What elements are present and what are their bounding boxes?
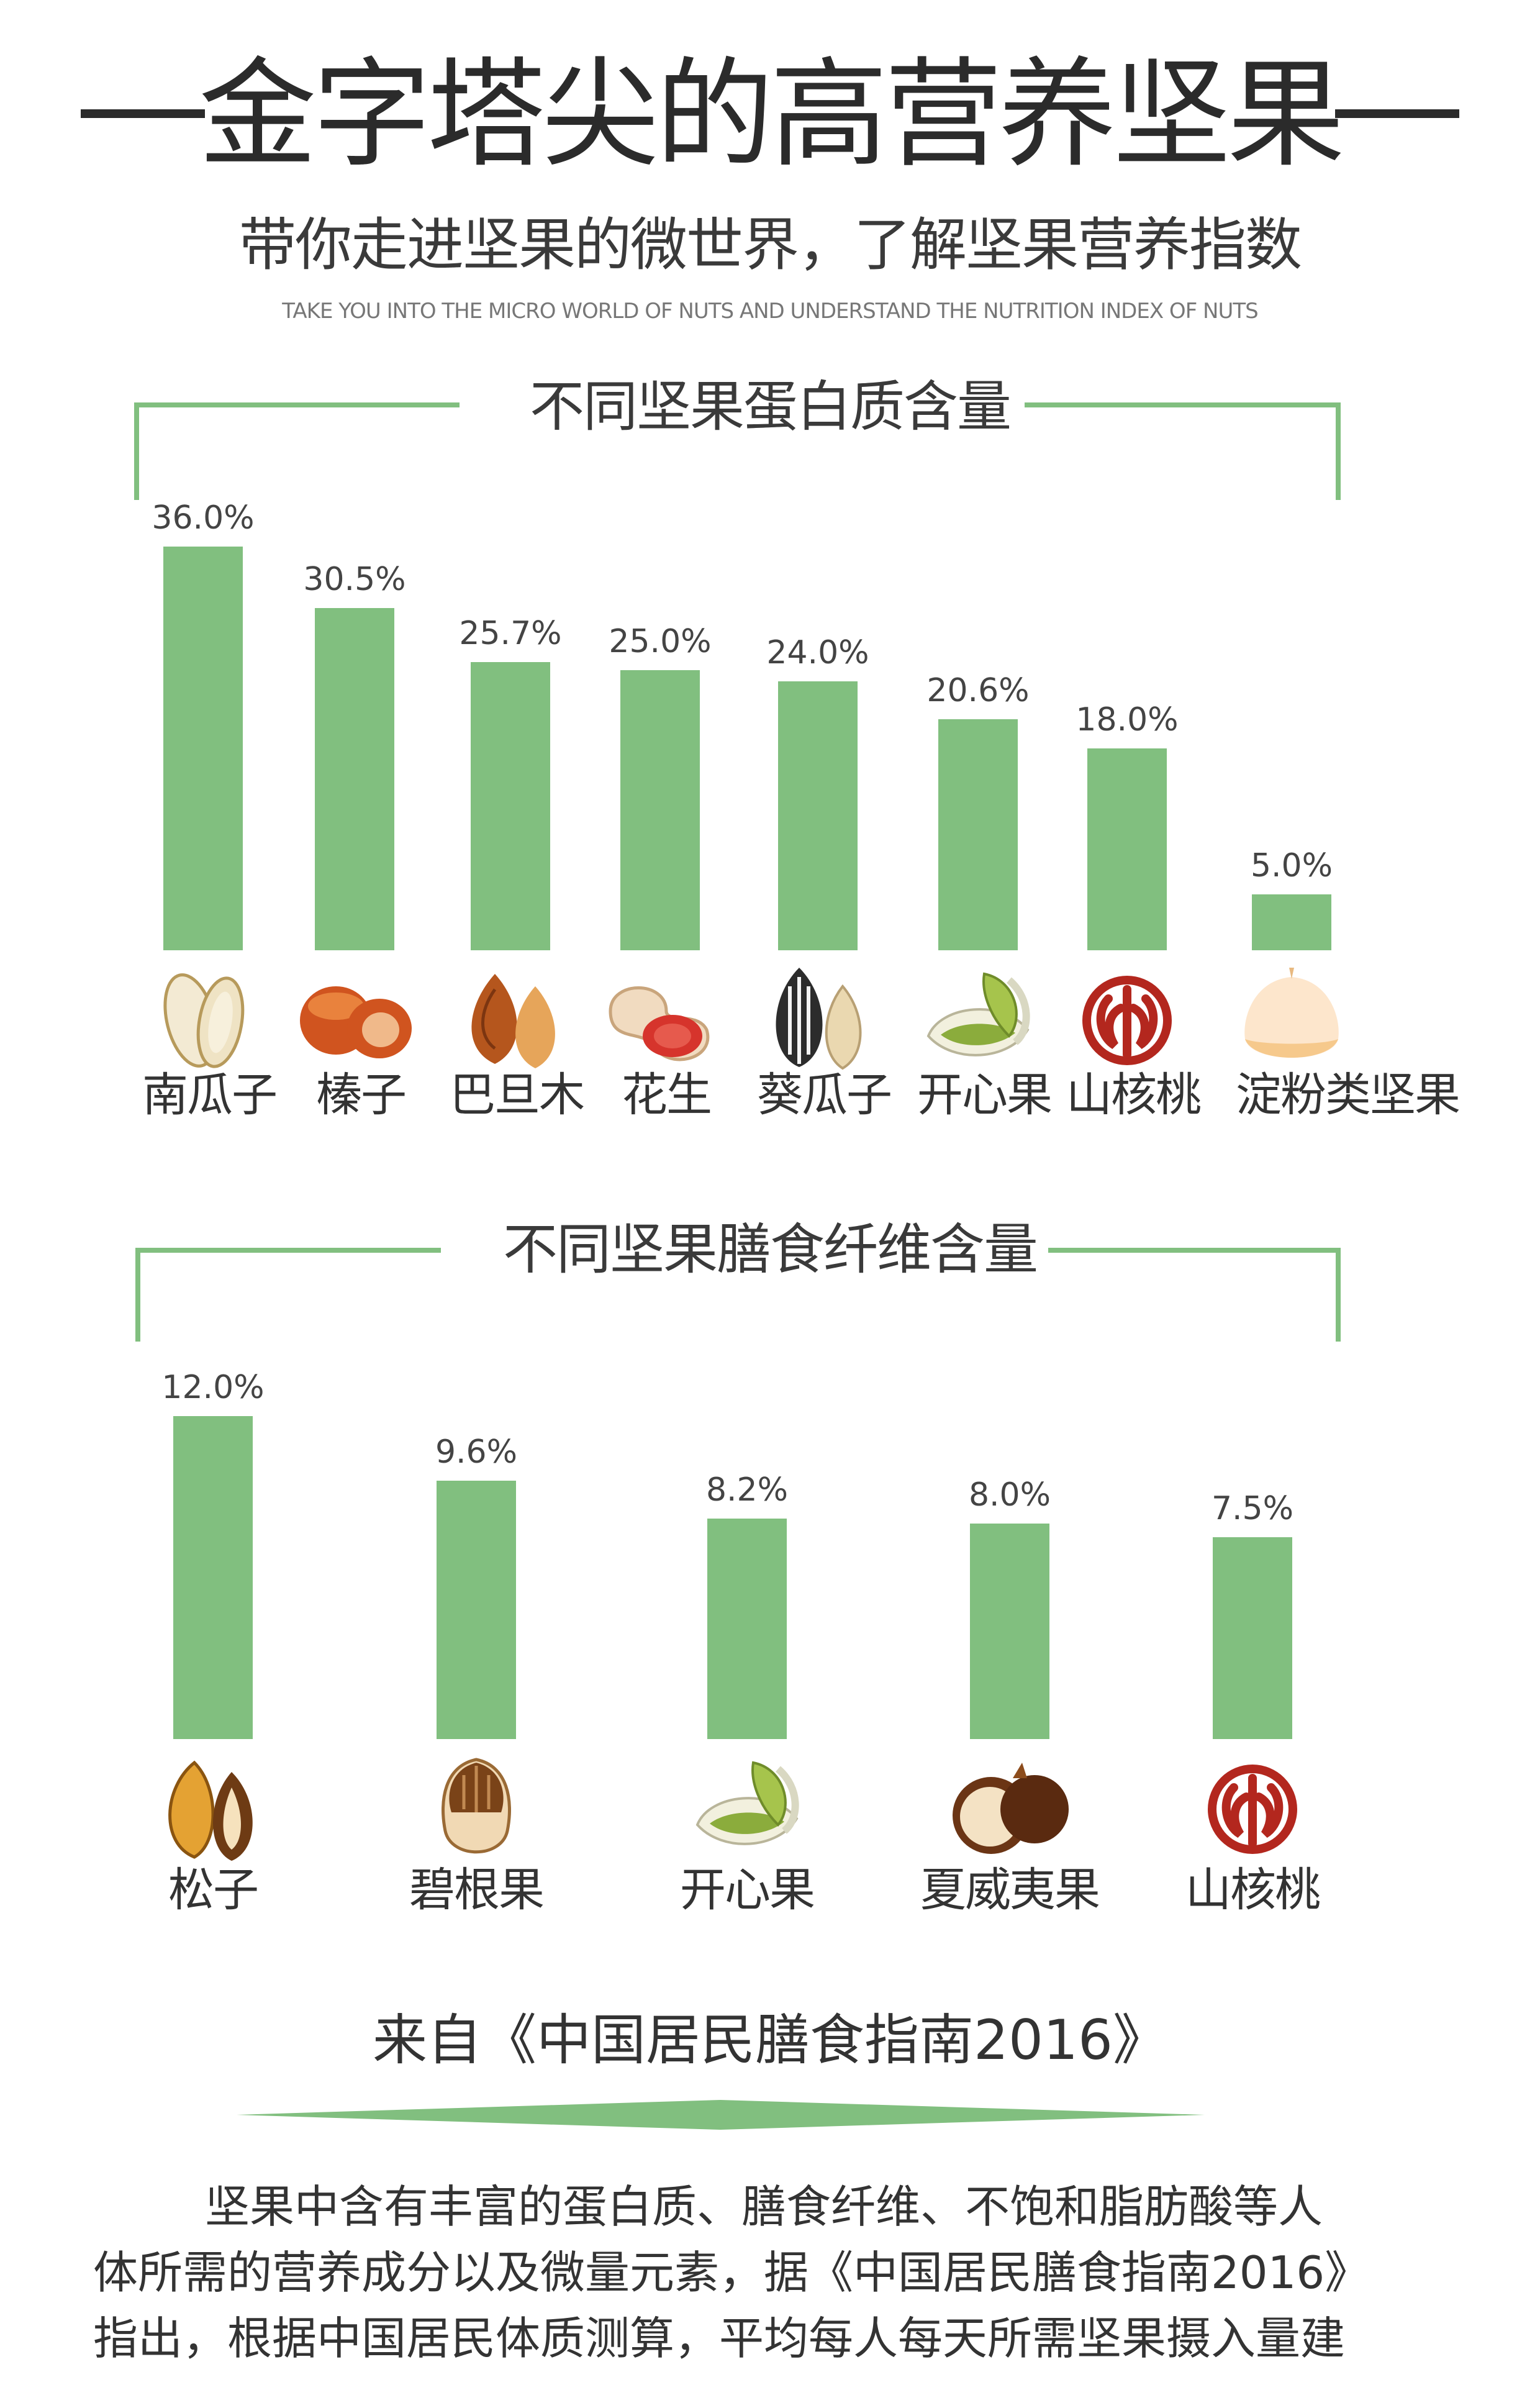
paragraph-line-1: 坚果中含有丰富的蛋白质、膳食纤维、不饱和脂肪酸等人 [205,2181,1323,2233]
chestnut-icon [1244,968,1339,1058]
bar-2 [315,608,394,950]
category-label: 花生 [622,1068,712,1122]
page-subtitle: 带你走进坚果的微世界，了解坚果营养指数 [238,212,1302,278]
page-title: 金字塔尖的高营养坚果 [198,46,1345,183]
bar-value-label: 20.6% [926,672,1030,709]
hazelnut-icon [300,986,412,1058]
bar-value-label: 25.0% [609,623,712,660]
fiber-chart-title: 不同坚果膳食纤维含量 [502,1217,1038,1281]
bar-5 [1213,1537,1292,1739]
source-citation: 来自《中国居民膳食指南2016》 [373,2008,1167,2072]
pistachio-icon [926,972,1030,1056]
bar-value-label: 9.6% [435,1433,518,1471]
category-label: 松子 [168,1863,259,1917]
title-right-dash [1335,109,1459,118]
bar-value-label: 24.0% [766,634,869,671]
category-label: 夏威夷果 [920,1863,1100,1917]
category-label: 巴旦木 [450,1068,585,1122]
bar-4 [620,670,700,950]
category-label: 葵瓜子 [757,1068,892,1122]
bar-6 [938,719,1018,950]
macadamia-icon [953,1763,1069,1854]
category-label: 碧根果 [409,1863,545,1917]
pine-nut-icon [168,1760,253,1861]
page-subtitle-english: TAKE YOU INTO THE MICRO WORLD OF NUTS AN… [282,299,1258,324]
category-label: 淀粉类坚果 [1236,1068,1461,1122]
title-left-dash [81,109,205,118]
bar-3 [707,1519,787,1739]
walnut-icon [1082,976,1172,1065]
bar-value-label: 18.0% [1076,701,1179,738]
paragraph-line-3: 指出，根据中国居民体质测算，平均每人每天所需坚果摄入量建 [93,2312,1346,2365]
pecan-icon [442,1758,511,1854]
bar-1 [173,1416,253,1739]
bar-value-label: 30.5% [303,561,406,598]
bar-value-label: 7.5% [1211,1490,1294,1527]
category-label: 开心果 [680,1863,815,1917]
bar-2 [437,1481,516,1739]
category-label: 南瓜子 [142,1068,278,1122]
bar-7 [1087,748,1167,950]
bar-1 [163,547,243,950]
bar-5 [778,681,858,950]
paragraph-line-2: 体所需的营养成分以及微量元素，据《中国居民膳食指南2016》 [93,2246,1370,2299]
bar-value-label: 25.7% [459,615,562,652]
sunflower-seed-icon [776,968,862,1070]
protein-chart-title: 不同坚果蛋白质含量 [529,375,1012,438]
category-label: 山核桃 [1066,1068,1202,1122]
bar-value-label: 5.0% [1250,847,1333,884]
protein-bar-chart: 36.0% 南瓜子 30.5% 榛子 25.7% 巴旦木 25.0% 花生 24.0% 葵瓜子 20… [0,0,1540,1149]
bar-8 [1252,894,1331,950]
bar-value-label: 12.0% [161,1369,265,1406]
almond-icon [471,974,555,1068]
pumpkin-seed-icon [163,973,245,1068]
category-label: 山核桃 [1185,1863,1321,1917]
bar-value-label: 8.0% [968,1476,1051,1514]
bar-value-label: 36.0% [152,499,255,537]
category-label: 榛子 [316,1068,407,1122]
peanut-icon [609,986,710,1061]
bar-3 [471,662,550,950]
walnut-icon [1208,1765,1297,1854]
bar-4 [970,1524,1049,1739]
category-label: 开心果 [917,1068,1053,1122]
fiber-section-frame [135,1248,1341,1342]
description-paragraph: 坚果中含有丰富的蛋白质、膳食纤维、不饱和脂肪酸等人 体所需的营养成分以及微量元素… [93,2174,1447,2371]
source-divider [236,2100,1205,2130]
pistachio-icon [695,1761,799,1845]
bar-value-label: 8.2% [705,1471,789,1509]
protein-section-frame [134,402,1341,500]
fiber-bar-chart: 12.0% 松子 9.6% 碧根果 8.2% 开心果 8.0% 夏威夷果 7.5% 山核桃 [161,1369,1321,1917]
